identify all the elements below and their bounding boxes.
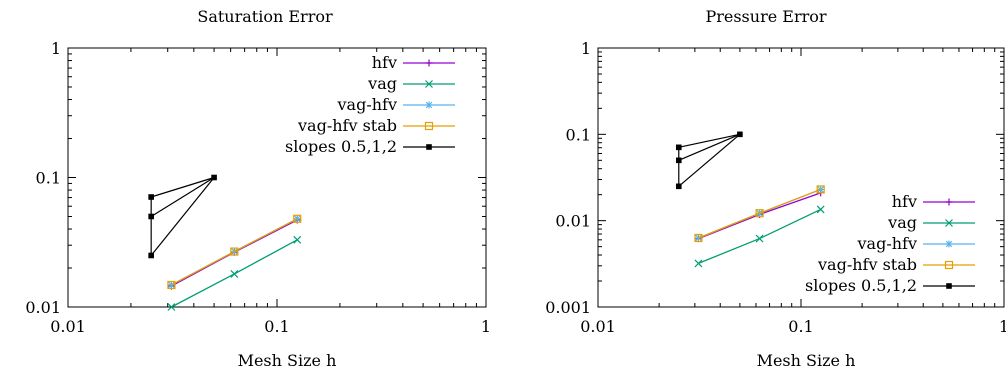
slope-point [675,183,682,190]
slope-point [211,174,217,181]
legend-label: vag-hfv stab [817,255,917,274]
legend-label: vag-hfv [337,95,398,114]
legend-marker [944,260,954,270]
data-point [293,214,302,223]
data-point [230,247,239,256]
y-tick-label: 1 [51,39,61,58]
y-tick-label: 0.01 [555,212,591,231]
series-line [171,218,298,286]
y-tick-label: 0.1 [36,169,61,188]
legend-marker [426,144,432,150]
data-point [230,270,239,278]
data-point [755,209,764,218]
x-tick-label: 0.1 [788,317,813,336]
y-axis-ticks: 0.01 0.1 1 [25,39,486,317]
slope-point [737,131,743,138]
series-vag [167,235,302,311]
y-tick-label: 0.1 [566,125,591,144]
slope-line [678,133,741,187]
legend-label: vag-hfv stab [297,116,397,135]
x-tick-label: 0.1 [264,317,289,336]
series-vag-hfv-stab [167,214,302,290]
x-axis-label: Mesh Size h [757,351,856,370]
legend-marker [425,101,433,109]
data-point [293,235,302,244]
legend-entry: vag-hfv stab [297,116,455,135]
slope-point [675,157,682,164]
legend-entry: vag-hfv stab [817,255,975,274]
legend-entry: vag-hfv [337,95,455,114]
legend-label: vag-hfv [857,234,918,253]
series-vag-hfv-stab [694,185,825,243]
legend-marker [425,80,433,88]
saturation-error-chart: Saturation Error 0.01 0.1 1 0.01 0.1 1 Mesh Siz… [25,7,491,370]
series-slopes-0-5-1-2 [675,131,743,190]
legend-entry: hfv [892,192,975,211]
data-point [816,185,825,194]
slope-line [150,176,215,217]
x-axis-ticks: 0.01 0.1 1 [580,48,1006,336]
x-axis-label: Mesh Size h [238,351,337,370]
legend: hfv vag vag-hfv vag-hfv stab slopes 0.5,1,2 [285,53,455,156]
x-tick-label: 1 [999,317,1006,336]
legend-label: vag [367,74,397,93]
legend-marker [945,198,953,206]
x-tick-label: 0.01 [50,317,86,336]
y-tick-label: 0.001 [545,298,591,317]
y-tick-label: 0.01 [25,298,61,317]
data-point [816,205,825,214]
slope-line [150,177,215,256]
data-point [755,234,764,243]
legend-entry: hfv [372,53,455,72]
legend-entry: slopes 0.5,1,2 [285,137,455,156]
x-tick-label: 0.01 [580,317,616,336]
slope-line [678,133,741,148]
data-point [167,303,176,311]
legend-label: vag [887,213,917,232]
legend-label: slopes 0.5,1,2 [805,276,917,295]
data-point [817,185,825,193]
slope-line [150,176,215,198]
chart-title: Saturation Error [197,7,333,26]
legend-label: hfv [372,53,397,72]
plot-frame [597,47,1005,308]
series-slopes-0-5-1-2 [148,174,217,259]
legend-marker [424,121,434,131]
legend-marker [945,219,953,227]
series-line [698,188,821,239]
x-axis-ticks: 0.01 0.1 1 [50,48,491,336]
chart-title: Pressure Error [705,7,826,26]
slope-point [675,144,682,151]
y-axis-ticks: 0.001 0.01 0.1 1 [545,39,1004,317]
slope-line [678,133,741,161]
legend-entry: vag [887,213,975,232]
series-vag [694,205,825,268]
legend-label: slopes 0.5,1,2 [285,137,397,156]
data-point [694,259,703,268]
x-tick-label: 1 [481,317,491,336]
y-tick-label: 1 [581,39,591,58]
plot-frame [67,47,487,308]
slope-point [148,252,154,259]
data-point [167,280,176,290]
legend-entry: vag [367,74,455,93]
legend-marker [946,283,952,289]
legend-marker [425,59,433,67]
legend-entry: slopes 0.5,1,2 [805,276,975,295]
legend-label: hfv [892,192,917,211]
legend-marker [945,240,953,248]
data-point [694,233,703,243]
legend: hfv vag vag-hfv vag-hfv stab slopes 0.5,1,2 [805,192,975,295]
legend-entry: vag-hfv [857,234,975,253]
slope-point [148,194,154,200]
slope-point [148,213,154,220]
